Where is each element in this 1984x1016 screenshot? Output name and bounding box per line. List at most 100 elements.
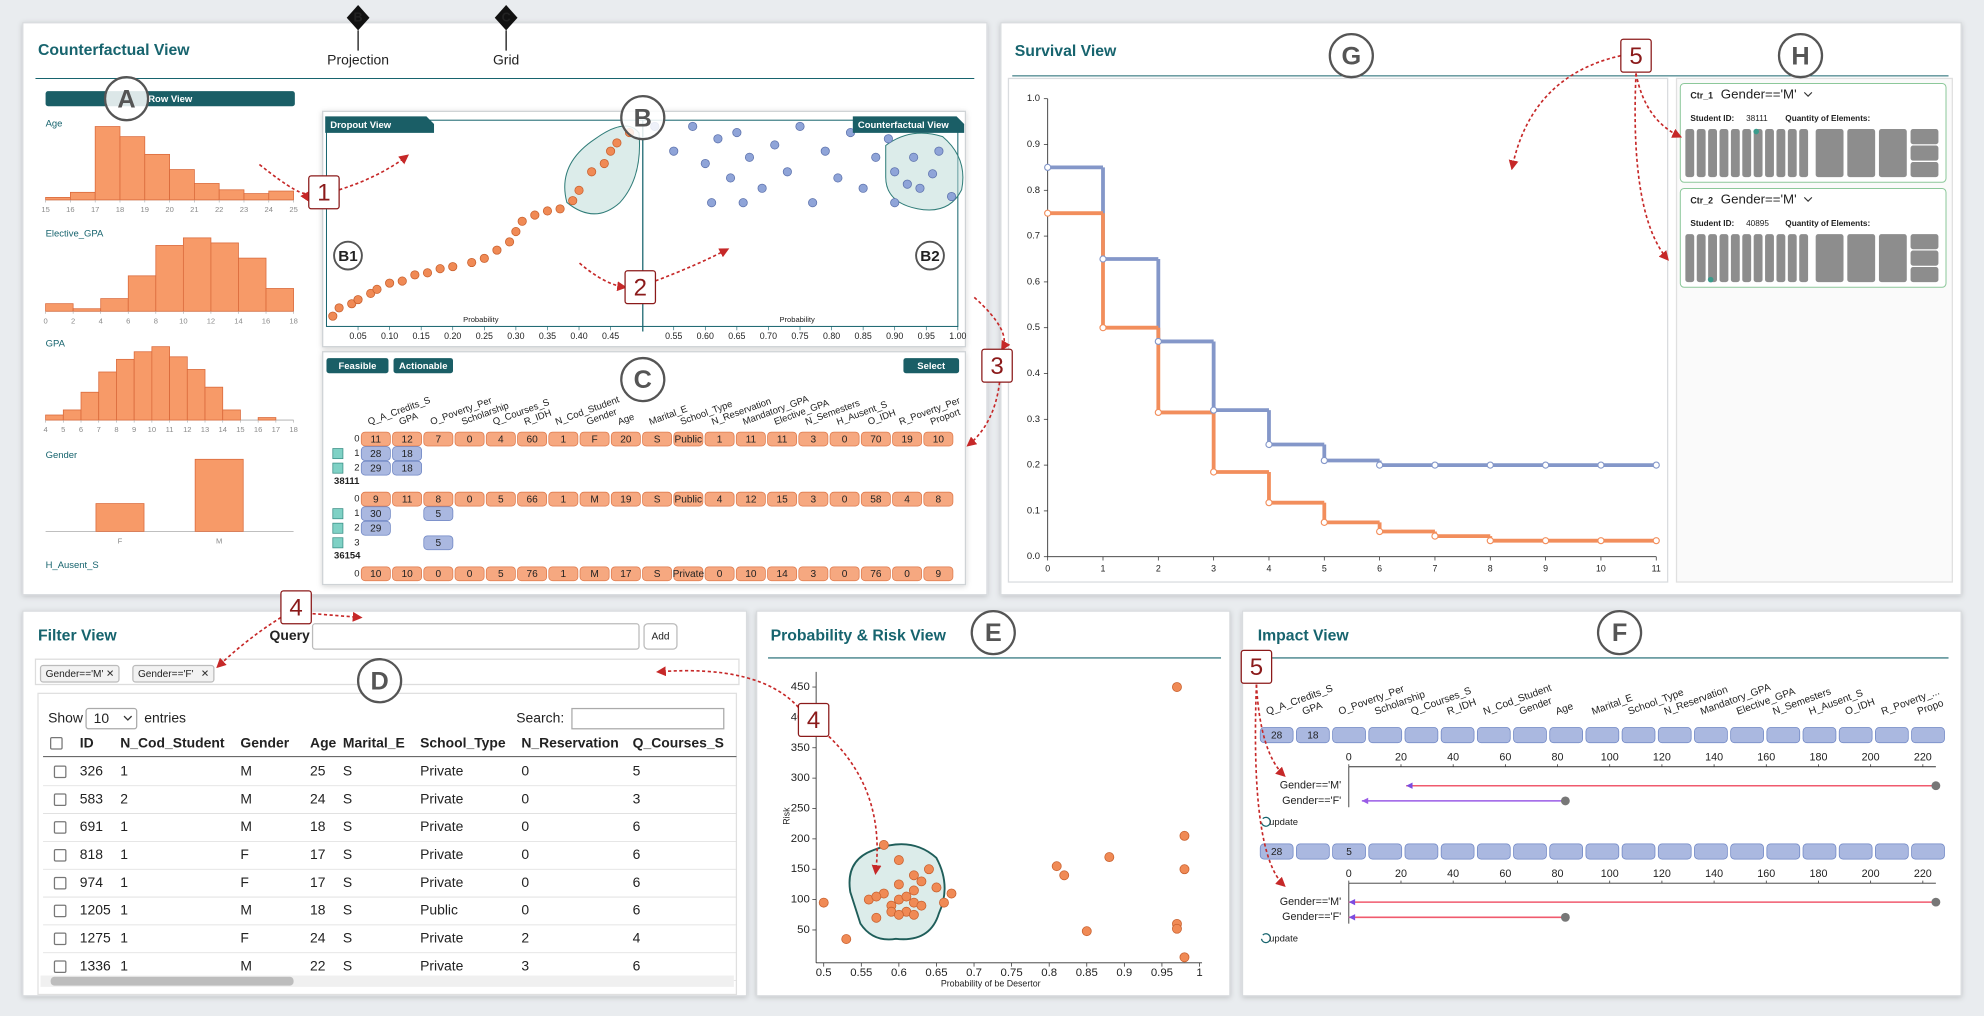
impact-cell (1476, 843, 1511, 860)
page-size-select[interactable] (85, 707, 138, 730)
tab-label[interactable]: Grid (493, 51, 519, 67)
impact-cell (1368, 727, 1403, 744)
filter-tag[interactable] (39, 664, 120, 683)
table-cell: Private (420, 762, 464, 778)
table-cell: 0 (521, 818, 529, 834)
x-tick-label: 8 (1488, 564, 1493, 574)
header-checkbox[interactable] (50, 737, 63, 750)
grid-cell-text: 19 (901, 434, 913, 445)
element-block (1910, 250, 1939, 266)
point (1431, 532, 1439, 540)
tag-remove[interactable] (202, 670, 208, 677)
grid-cell (610, 491, 641, 507)
grid-cell (860, 431, 891, 447)
update-link[interactable]: update (1269, 933, 1298, 944)
row-checkbox[interactable] (53, 932, 67, 946)
table-cell: M (240, 762, 252, 778)
show-label: Show (48, 709, 84, 725)
row-checkbox[interactable] (332, 537, 344, 549)
grid-cell (485, 431, 516, 447)
x-tick-label: 0.55 (850, 967, 872, 979)
element-bar (1765, 129, 1774, 178)
y-tick-label: 200 (791, 833, 810, 845)
search-input[interactable] (571, 707, 725, 730)
point (1172, 682, 1182, 692)
y-tick-label: 50 (797, 924, 810, 936)
column-header: N_Reservation (521, 735, 618, 751)
element-block (1878, 234, 1907, 283)
x-tick-label: 8 (114, 425, 118, 434)
button[interactable] (326, 358, 389, 374)
table-cell: 974 (80, 874, 103, 890)
table-cell: M (240, 902, 252, 918)
tab-icon (494, 5, 518, 31)
row-index: 0 (354, 434, 359, 445)
update-link[interactable]: update (1269, 817, 1298, 828)
grid-cell-text: 0 (842, 494, 848, 505)
grid-cell-text: 1 (561, 569, 567, 580)
callout-box (1240, 649, 1273, 684)
row-checkbox[interactable] (332, 462, 344, 474)
element-dot (1707, 276, 1714, 283)
row-checkbox[interactable] (332, 448, 344, 460)
impact-cell (1296, 727, 1330, 744)
tab-icon (346, 5, 370, 31)
point (707, 198, 717, 208)
grid-cell (360, 520, 391, 536)
table-cell: 17 (310, 874, 326, 890)
row-checkbox[interactable] (53, 876, 67, 890)
x-tick-label: 0.60 (697, 331, 714, 341)
row-checkbox[interactable] (332, 508, 344, 520)
row-checkbox[interactable] (53, 960, 67, 973)
row-checkbox[interactable] (53, 765, 67, 779)
row-checkbox[interactable] (53, 904, 67, 918)
section-badge (1328, 33, 1374, 79)
callout-number: 4 (807, 707, 820, 734)
button[interactable] (903, 358, 960, 374)
histogram-bar (268, 190, 294, 201)
grid-cell (735, 566, 766, 582)
point (934, 146, 944, 156)
row-checkbox[interactable] (53, 848, 67, 862)
grid-cell-text: 18 (401, 449, 413, 460)
x-tick-label: 10 (148, 425, 156, 434)
button[interactable] (393, 358, 454, 374)
card-filter[interactable]: Gender=='M' (1721, 86, 1797, 101)
x-tick-label: 9 (1543, 564, 1548, 574)
element-bar (1765, 234, 1774, 283)
query-input[interactable] (311, 623, 640, 650)
point (871, 912, 882, 923)
x-tick-label: 0.95 (1151, 967, 1173, 979)
x-tick-label: 160 (1757, 752, 1775, 764)
scroll-thumb[interactable] (50, 976, 294, 986)
tag-remove[interactable] (107, 670, 114, 677)
add-button[interactable] (643, 623, 678, 650)
impact-cell (1875, 843, 1909, 860)
x-tick-label: 100 (1601, 868, 1619, 880)
card-name: Ctr_2 (1690, 196, 1713, 206)
callout-box (308, 175, 340, 210)
tab-label[interactable]: Projection (327, 51, 389, 67)
column-header: Marital_E (343, 735, 405, 751)
grid-cell-text: 5 (498, 569, 504, 580)
table-cell: 0 (521, 874, 529, 890)
table-cell: 583 (80, 790, 103, 806)
row-checkbox[interactable] (53, 821, 67, 834)
row-checkbox[interactable] (53, 793, 67, 806)
grid-cell (704, 491, 735, 507)
x-axis-label: Probability of be Desertor (941, 979, 1041, 989)
grid-cell (548, 431, 579, 447)
row-checkbox[interactable] (332, 522, 344, 534)
grid-cell (548, 566, 579, 582)
y-tick-label: 0.7 (1027, 231, 1040, 242)
card-filter[interactable]: Gender=='M' (1721, 191, 1797, 206)
filter-tag[interactable] (132, 664, 215, 683)
callout-arrow (1508, 54, 1622, 171)
point (1044, 209, 1052, 217)
select-arrow (123, 715, 133, 721)
callout-number: 2 (634, 274, 647, 301)
point (669, 146, 679, 156)
point (1210, 406, 1218, 414)
series-label: Gender=='F' (1282, 795, 1341, 807)
x-tick-label: 200 (1862, 752, 1880, 764)
